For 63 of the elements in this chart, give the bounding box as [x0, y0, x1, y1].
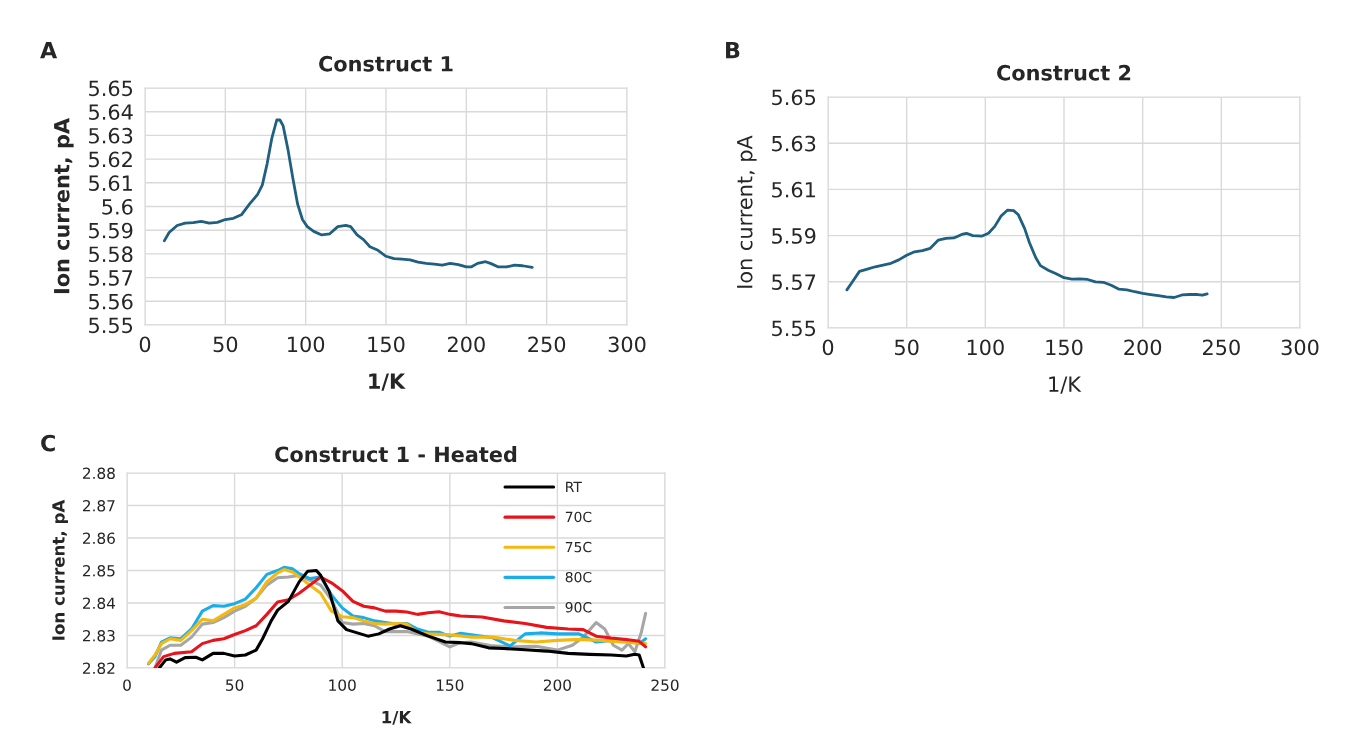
x-tick-label: 50 — [895, 339, 919, 356]
x-tick-label: 100 — [288, 336, 325, 353]
y-tick-label: 5.65 — [89, 80, 133, 97]
x-tick-label: 300 — [1281, 339, 1319, 356]
y-tick-label: 5.61 — [772, 181, 815, 198]
y-tick-label: 2.87 — [82, 499, 115, 512]
x-tick-label: 0 — [822, 339, 834, 356]
chart-title: Construct 1 — [319, 55, 453, 72]
y-tick-label: 2.83 — [82, 629, 115, 642]
x-tick-label: 50 — [213, 336, 238, 353]
legend-label: 75C — [565, 541, 592, 553]
legend-label: 80C — [565, 571, 592, 583]
x-tick-label: 150 — [1046, 339, 1083, 356]
legend-label: 90C — [565, 602, 592, 613]
x-axis-title: 1/K — [1049, 376, 1082, 394]
x-tick-label: 150 — [368, 336, 405, 353]
y-tick-label: 2.86 — [82, 532, 115, 545]
y-tick-label: 5.62 — [89, 151, 132, 168]
y-tick-label: 2.88 — [82, 467, 115, 480]
y-tick-label: 5.57 — [89, 270, 133, 286]
line-series — [162, 118, 534, 269]
y-tick-label: 2.82 — [82, 662, 115, 675]
y-tick-label: 5.59 — [89, 222, 133, 239]
x-tick-label: 0 — [139, 336, 151, 353]
y-axis-title: Ion current, pA — [52, 499, 68, 640]
y-tick-label: 5.64 — [89, 104, 133, 120]
chart-title: Construct 1 - Heated — [275, 446, 517, 463]
y-axis-title: Ion current, pA — [54, 118, 74, 294]
line-series — [845, 208, 1209, 299]
x-tick-label: 250 — [1202, 339, 1240, 356]
x-axis-title: 1/K — [382, 711, 412, 725]
x-tick-label: 0 — [123, 679, 131, 691]
x-tick-label: 100 — [329, 679, 356, 691]
x-tick-label: 300 — [608, 336, 646, 353]
y-tick-label: 2.84 — [82, 597, 116, 610]
y-tick-label: 5.63 — [89, 127, 133, 144]
x-tick-label: 250 — [528, 336, 566, 353]
y-tick-label: 5.57 — [772, 274, 816, 291]
y-tick-label: 2.85 — [82, 564, 115, 577]
text: C — [41, 434, 55, 452]
legend-label: 70C — [565, 511, 592, 523]
y-tick-label: 5.6 — [102, 198, 133, 215]
x-tick-label: 200 — [1124, 339, 1162, 356]
x-axis-title: 1/K — [369, 373, 406, 391]
y-tick-label: 5.55 — [772, 320, 816, 337]
x-tick-label: 200 — [543, 679, 571, 691]
y-tick-label: 5.56 — [89, 293, 133, 310]
y-tick-label: 5.55 — [89, 317, 133, 334]
x-tick-label: 250 — [651, 679, 679, 691]
y-tick-label: 5.65 — [772, 89, 816, 106]
x-tick-label: 200 — [447, 336, 485, 353]
text: B — [726, 41, 740, 59]
y-tick-label: 5.58 — [89, 246, 133, 263]
x-tick-label: 150 — [436, 679, 464, 691]
text: A — [40, 41, 58, 59]
y-tick-label: 5.63 — [772, 135, 816, 152]
x-tick-label: 100 — [967, 339, 1004, 356]
chart-title: Construct 2 — [997, 64, 1131, 81]
legend-label: RT — [566, 481, 582, 492]
y-axis-title: Ion current, pA — [737, 135, 757, 288]
x-tick-label: 50 — [226, 679, 244, 691]
y-tick-label: 5.59 — [772, 228, 816, 244]
y-tick-label: 5.61 — [89, 175, 132, 192]
